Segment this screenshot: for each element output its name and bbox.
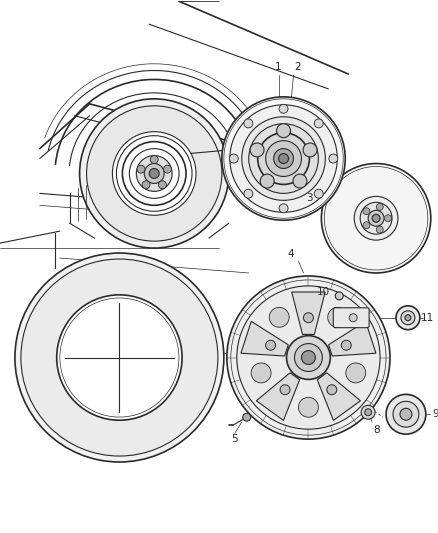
Circle shape (376, 226, 383, 233)
Circle shape (142, 181, 150, 189)
Circle shape (303, 143, 317, 157)
Circle shape (365, 409, 371, 416)
Text: 10: 10 (317, 287, 330, 297)
Circle shape (136, 156, 172, 191)
Circle shape (260, 174, 274, 188)
Circle shape (237, 286, 380, 429)
Circle shape (405, 315, 411, 321)
Text: 9: 9 (432, 409, 438, 419)
Text: 5: 5 (232, 434, 238, 444)
Circle shape (244, 189, 253, 198)
Circle shape (222, 97, 345, 220)
Circle shape (360, 203, 392, 234)
Circle shape (328, 308, 348, 327)
Polygon shape (328, 321, 376, 356)
Circle shape (368, 211, 384, 226)
Text: 2: 2 (294, 62, 301, 72)
Circle shape (122, 142, 186, 205)
Circle shape (227, 276, 390, 439)
Circle shape (251, 363, 271, 383)
Circle shape (327, 385, 337, 395)
Circle shape (144, 164, 164, 183)
Circle shape (250, 143, 264, 157)
Circle shape (57, 295, 182, 420)
FancyBboxPatch shape (333, 308, 369, 328)
Circle shape (280, 385, 290, 395)
Circle shape (230, 105, 337, 212)
Circle shape (329, 154, 338, 163)
Circle shape (113, 132, 196, 215)
Circle shape (279, 204, 288, 213)
Circle shape (301, 351, 315, 365)
Circle shape (159, 181, 166, 189)
Circle shape (80, 99, 229, 248)
Polygon shape (256, 373, 300, 421)
Polygon shape (241, 321, 288, 356)
Circle shape (294, 344, 322, 372)
Circle shape (346, 363, 366, 383)
Circle shape (400, 408, 412, 420)
Polygon shape (317, 373, 360, 421)
Polygon shape (292, 292, 325, 334)
Circle shape (401, 311, 415, 325)
Circle shape (393, 401, 419, 427)
Circle shape (321, 164, 431, 273)
Circle shape (304, 313, 314, 322)
Circle shape (279, 104, 288, 114)
Text: 3: 3 (306, 193, 313, 204)
Circle shape (230, 154, 238, 163)
Circle shape (314, 119, 323, 128)
Circle shape (21, 259, 218, 456)
Circle shape (298, 397, 318, 417)
Circle shape (274, 149, 293, 168)
Circle shape (396, 306, 420, 330)
Circle shape (269, 308, 289, 327)
Circle shape (137, 165, 145, 173)
Text: 11: 11 (421, 313, 434, 323)
Text: 1: 1 (275, 62, 282, 72)
Circle shape (363, 222, 370, 229)
Circle shape (363, 208, 370, 215)
Circle shape (244, 119, 253, 128)
Circle shape (242, 117, 325, 200)
Circle shape (163, 165, 171, 173)
Circle shape (266, 141, 301, 176)
Circle shape (349, 314, 357, 322)
Circle shape (150, 156, 158, 164)
Circle shape (386, 394, 426, 434)
Circle shape (243, 413, 251, 421)
Text: 4: 4 (287, 249, 294, 259)
Circle shape (279, 154, 289, 164)
Circle shape (336, 292, 343, 300)
Circle shape (385, 215, 392, 222)
Circle shape (265, 340, 276, 350)
Circle shape (87, 106, 222, 241)
Circle shape (149, 168, 159, 179)
Text: 8: 8 (373, 425, 379, 435)
Circle shape (372, 214, 380, 222)
Circle shape (293, 174, 307, 188)
Circle shape (314, 189, 323, 198)
Circle shape (286, 336, 330, 379)
Circle shape (361, 405, 375, 419)
Circle shape (354, 196, 398, 240)
Circle shape (15, 253, 224, 462)
Circle shape (376, 204, 383, 211)
Circle shape (249, 124, 318, 193)
Circle shape (276, 124, 290, 138)
Circle shape (258, 133, 309, 184)
Circle shape (341, 340, 351, 350)
